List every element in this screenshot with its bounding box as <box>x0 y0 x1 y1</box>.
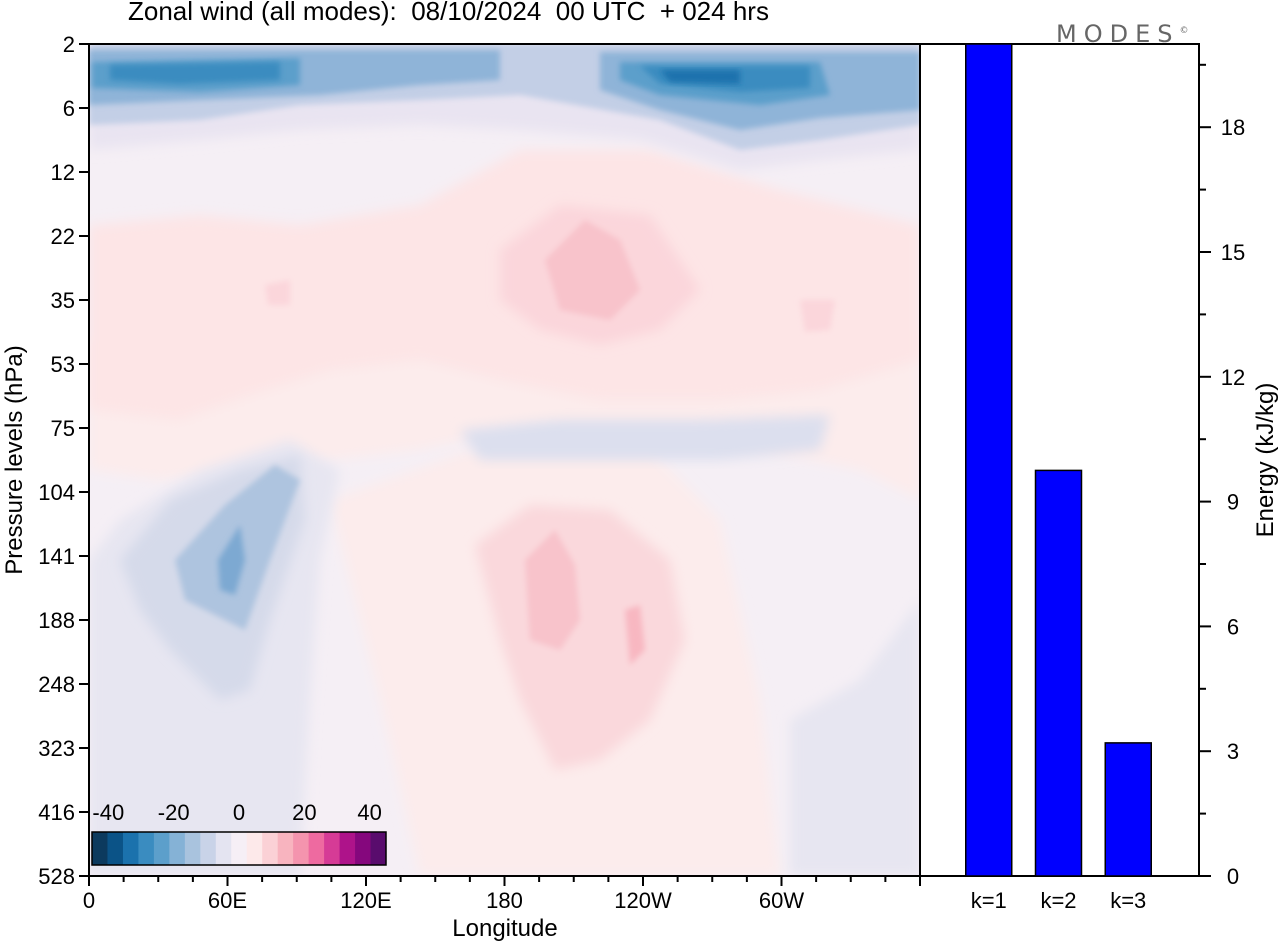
y-tick-label: 75 <box>51 416 75 441</box>
colorbar-swatch <box>370 832 387 865</box>
y-tick-label: 528 <box>38 864 75 889</box>
energy-bars <box>965 43 1152 877</box>
heatmap-panel <box>89 44 920 876</box>
heatmap-field <box>89 44 920 876</box>
x-tick-label: 60W <box>759 888 804 913</box>
contour-region <box>110 62 280 84</box>
y-axis-label: Pressure levels (hPa) <box>1 345 28 574</box>
y-tick-label: 141 <box>38 544 75 569</box>
y-tick-label: 188 <box>38 608 75 633</box>
y-tick-label: 22 <box>51 224 75 249</box>
colorbar-swatch <box>215 832 232 865</box>
contour-region <box>218 525 245 595</box>
colorbar-swatch <box>200 832 217 865</box>
y-tick-label: 6 <box>63 96 75 121</box>
colorbar-frame <box>91 831 387 866</box>
heatmap-y-axis: 2 6 12 22 35 53 75 104 141 188 248 323 416 528 <box>38 32 89 889</box>
contour-region <box>265 280 290 305</box>
x-tick-label: 60E <box>208 888 247 913</box>
colorbar-tick-label: -40 <box>92 800 124 825</box>
bar-y-tick-label: 0 <box>1227 864 1239 889</box>
contour-region <box>545 220 640 320</box>
colorbar-swatch <box>92 832 108 865</box>
y-tick-label: 416 <box>38 800 75 825</box>
bar-x-axis: k=1 k=2 k=3 <box>971 888 1147 913</box>
y-tick-label: 2 <box>63 32 75 57</box>
colorbar-swatch <box>153 832 170 865</box>
x-tick-label: 0 <box>83 888 95 913</box>
contour-region <box>800 300 835 332</box>
contour-region <box>525 530 580 650</box>
bar-y-axis-label: Energy (kJ/kg) <box>1252 383 1279 538</box>
colorbar-swatch <box>184 832 201 865</box>
colorbar <box>91 831 387 866</box>
contour-region <box>660 70 740 84</box>
y-tick-label: 12 <box>51 160 75 185</box>
bar-y-tick-label: 9 <box>1227 490 1239 515</box>
y-tick-label: 53 <box>51 352 75 377</box>
x-tick-label: 120W <box>614 888 672 913</box>
contour-region <box>625 605 645 665</box>
colorbar-swatch <box>246 832 263 865</box>
bar-y-tick-label: 18 <box>1221 115 1245 140</box>
bar-y-axis: 0 3 6 9 12 15 18 <box>1199 63 1245 889</box>
colorbar-swatch <box>339 832 356 865</box>
bar-y-tick-label: 3 <box>1227 739 1239 764</box>
colorbar-tick-label: 40 <box>357 800 381 825</box>
x-tick-label: 120E <box>340 888 391 913</box>
bar-y-tick-label: 6 <box>1227 614 1239 639</box>
y-tick-label: 248 <box>38 672 75 697</box>
colorbar-tick-label: 0 <box>233 800 245 825</box>
colorbar-tick-label: -20 <box>158 800 190 825</box>
energy-bar <box>1034 469 1083 877</box>
y-tick-label: 104 <box>38 480 75 505</box>
colorbar-swatch <box>107 832 124 865</box>
colorbar-swatch <box>122 832 139 865</box>
colorbar-swatch <box>355 832 372 865</box>
y-tick-label: 323 <box>38 736 75 761</box>
colorbar-swatch <box>231 832 248 865</box>
colorbar-swatch <box>169 832 186 865</box>
contour-region <box>460 415 830 460</box>
bar-category-label: k=1 <box>971 888 1007 913</box>
colorbar-swatch <box>308 832 325 865</box>
contour-region <box>790 600 920 876</box>
colorbar-labels: -40 -20 0 20 40 <box>92 800 381 825</box>
bar-y-tick-label: 15 <box>1221 240 1245 265</box>
bar-y-tick-label: 12 <box>1221 365 1245 390</box>
energy-bar <box>965 43 1013 877</box>
x-axis-label: Longitude <box>452 915 557 942</box>
colorbar-swatch <box>138 832 155 865</box>
chart-title: Zonal wind (all modes): 08/10/2024 00 UT… <box>128 0 769 26</box>
bar-category-label: k=2 <box>1040 888 1076 913</box>
bar-category-label: k=3 <box>1110 888 1146 913</box>
colorbar-swatch <box>262 832 279 865</box>
heatmap-x-axis: 0 60E 120E 180 120W 60W <box>83 876 921 913</box>
y-tick-label: 35 <box>51 288 75 313</box>
x-tick-label: 180 <box>486 888 523 913</box>
brand-mark: © <box>1179 26 1189 36</box>
colorbar-swatch <box>277 832 294 865</box>
colorbar-tick-label: 20 <box>292 800 316 825</box>
colorbar-swatch <box>293 832 310 865</box>
energy-bar <box>1104 742 1152 877</box>
colorbar-swatch <box>324 832 341 865</box>
